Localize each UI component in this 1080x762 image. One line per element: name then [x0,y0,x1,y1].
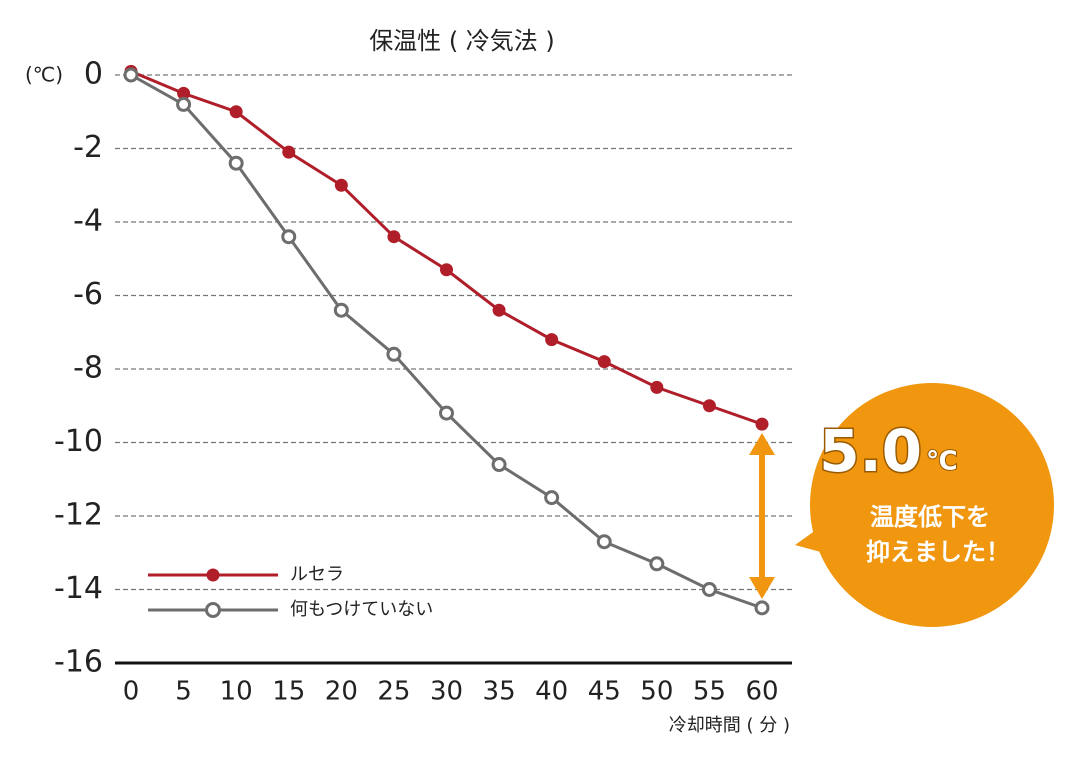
y-tick-label: -12 [54,498,103,533]
x-tick-label: 45 [588,677,621,707]
series-line [130,69,763,426]
callout-bubble [810,383,1054,627]
data-point [387,230,401,244]
x-tick-label: 5 [175,677,192,707]
data-point [754,600,770,616]
callout-tail [795,520,850,560]
x-tick-label: 60 [745,677,778,707]
chart-title: 保温性 ( 冷気法 ) [369,27,555,55]
y-tick-label: -10 [54,424,103,459]
data-point [544,490,560,506]
callout: 5.0 ℃ 温度低下を 抑えました！ [749,383,1054,627]
y-tick-label: -16 [54,645,103,680]
legend-marker [205,602,221,618]
x-tick-label: 40 [535,677,568,707]
data-point [702,399,716,413]
legend-marker [206,568,220,582]
data-point [228,155,244,171]
y-tick-label: -4 [73,204,103,239]
data-point [386,346,402,362]
arrow-head [749,433,775,455]
data-point [701,582,717,597]
y-tick-label: -2 [73,130,103,165]
x-tick-label: 25 [377,677,410,707]
data-point [229,105,243,119]
x-tick-label: 50 [640,677,673,707]
data-point [649,556,665,572]
data-point [281,229,297,245]
x-tick-label: 55 [693,677,726,707]
data-point [177,86,191,100]
x-axis-label: 冷却時間 ( 分 ) [669,715,790,736]
data-point [176,96,192,112]
x-tick-label: 0 [123,677,140,707]
data-point [333,302,349,318]
data-point [545,333,559,347]
y-tick-label: -6 [73,277,103,312]
x-tick-label: 20 [325,677,358,707]
legend-label: 何もつけていない [290,599,433,620]
y-axis-label: (℃) [25,63,63,87]
series-line [130,73,763,610]
x-tick-label: 15 [272,677,305,707]
data-point [440,263,453,277]
y-tick-label: -8 [73,351,103,386]
callout-text: 温度低下を [870,503,990,531]
data-point [597,355,611,369]
callout-text: 抑えました！ [866,538,1010,566]
x-tick-label: 10 [220,677,253,707]
data-point [492,303,506,317]
y-tick-label: -14 [54,571,103,606]
x-tick-label: 30 [430,677,463,707]
data-point [596,534,612,550]
callout-value: 5.0 [819,417,922,485]
data-point [439,405,454,421]
x-tick-label: 35 [483,677,516,707]
callout-unit: ℃ [926,447,957,477]
data-point [491,457,507,473]
data-point [650,380,664,394]
data-point [334,178,348,192]
data-point [123,67,139,83]
data-point [282,145,296,159]
y-tick-label: 0 [84,57,103,92]
legend-label: ルセラ [290,564,344,585]
arrow-head [749,577,775,599]
data-point [755,417,769,431]
